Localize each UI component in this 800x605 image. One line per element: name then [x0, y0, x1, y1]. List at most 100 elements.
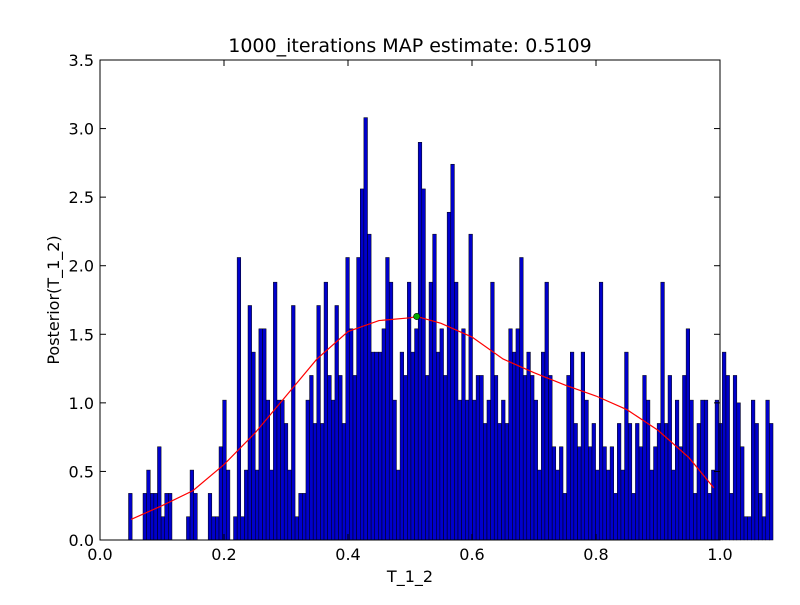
histogram-bar [588, 446, 593, 541]
histogram-bar [508, 328, 513, 541]
histogram-bars [128, 117, 774, 541]
histogram-bar [519, 257, 524, 541]
histogram-bar [283, 423, 289, 541]
histogram-bar [410, 351, 415, 541]
histogram-bar [215, 516, 220, 541]
histogram-bar [280, 399, 285, 541]
histogram-bar [258, 328, 263, 541]
histogram-bar [751, 399, 756, 541]
histogram-bar [363, 117, 368, 541]
histogram-bar [671, 469, 676, 541]
histogram-bar [606, 469, 611, 541]
histogram-bar [530, 375, 535, 541]
histogram-bar [642, 375, 647, 541]
histogram-bar [226, 469, 231, 541]
y-tick-label: 3.5 [69, 51, 94, 70]
histogram-bar [360, 188, 365, 541]
x-tick-label: 0.2 [211, 545, 236, 564]
histogram-bar [149, 493, 155, 541]
histogram-bar [722, 351, 727, 541]
y-axis-label: Posterior(T_1_2) [44, 235, 64, 364]
histogram-bar [743, 516, 748, 541]
histogram-bar [548, 375, 553, 541]
histogram-bar [544, 281, 549, 541]
histogram-bar [649, 469, 654, 541]
histogram-bar [269, 469, 274, 541]
histogram-bar [388, 281, 394, 541]
histogram-bar [714, 399, 719, 541]
histogram-bar [483, 423, 488, 541]
histogram-bar [320, 423, 325, 541]
histogram-bar [222, 399, 227, 541]
histogram-bar [454, 281, 459, 541]
histogram-bar [725, 375, 730, 541]
histogram-bar [613, 493, 618, 541]
histogram-bar [381, 328, 386, 541]
histogram-bar [533, 399, 538, 541]
histogram-bar [700, 399, 705, 541]
histogram-bar [323, 281, 328, 541]
histogram-bar [584, 399, 589, 541]
histogram-bar [591, 423, 596, 541]
histogram-bar [541, 351, 546, 541]
histogram-bar [602, 446, 607, 541]
histogram-bar [769, 423, 774, 541]
histogram-bar [417, 142, 423, 541]
histogram-bar [254, 469, 260, 541]
histogram-bar [146, 469, 151, 541]
histogram-bar [341, 423, 347, 541]
histogram-bar [316, 305, 321, 541]
histogram-bar [754, 423, 759, 541]
histogram-bar [378, 351, 383, 541]
histogram-bar [624, 351, 629, 541]
histogram-bar [515, 328, 520, 541]
histogram-bar [736, 402, 741, 541]
histogram-bar [345, 257, 350, 541]
histogram-bar [385, 257, 390, 541]
map-estimate-marker [413, 312, 421, 320]
plot-frame [99, 59, 721, 541]
histogram-bar [432, 233, 437, 541]
histogram-bar [247, 305, 252, 541]
histogram-bar [566, 375, 571, 541]
histogram-bar [233, 516, 238, 541]
histogram-bar [693, 493, 698, 541]
histogram-bar [403, 375, 408, 541]
histogram-bar [407, 281, 412, 541]
histogram-bar [512, 351, 517, 541]
histogram-bar [631, 493, 636, 541]
histogram-bar [656, 423, 662, 541]
histogram-bar [638, 446, 643, 541]
histogram-bar [559, 446, 564, 541]
histogram-bar [617, 423, 622, 541]
histogram-bar [526, 351, 531, 541]
histogram-bar [667, 375, 672, 541]
histogram-bar [685, 328, 690, 541]
histogram-bar [475, 375, 480, 541]
histogram-bar [160, 516, 165, 541]
histogram-bar [251, 351, 256, 541]
histogram-bar [218, 446, 223, 541]
histogram-bar [627, 423, 633, 541]
histogram-bar [486, 399, 491, 541]
histogram-bar [186, 516, 191, 541]
histogram-bar [682, 375, 687, 541]
histogram-bar [465, 399, 470, 541]
histogram-bar [349, 328, 354, 541]
histogram-bar [747, 516, 752, 541]
histogram-bar [609, 446, 614, 541]
histogram-bar [157, 446, 162, 541]
histogram-bar [302, 493, 307, 541]
x-tick-label: 0.8 [583, 545, 608, 564]
histogram-bar [265, 399, 270, 541]
histogram-bar [327, 375, 332, 541]
histogram-bar [490, 281, 495, 541]
histogram-bar [236, 257, 242, 541]
histogram-bar [580, 351, 585, 541]
histogram-bar [555, 469, 560, 541]
histogram-bar [312, 423, 318, 541]
x-axis-label: T_1_2 [386, 567, 433, 587]
histogram-bar [562, 493, 567, 541]
y-tick-label: 2.5 [69, 188, 94, 207]
histogram-bar [732, 375, 738, 541]
